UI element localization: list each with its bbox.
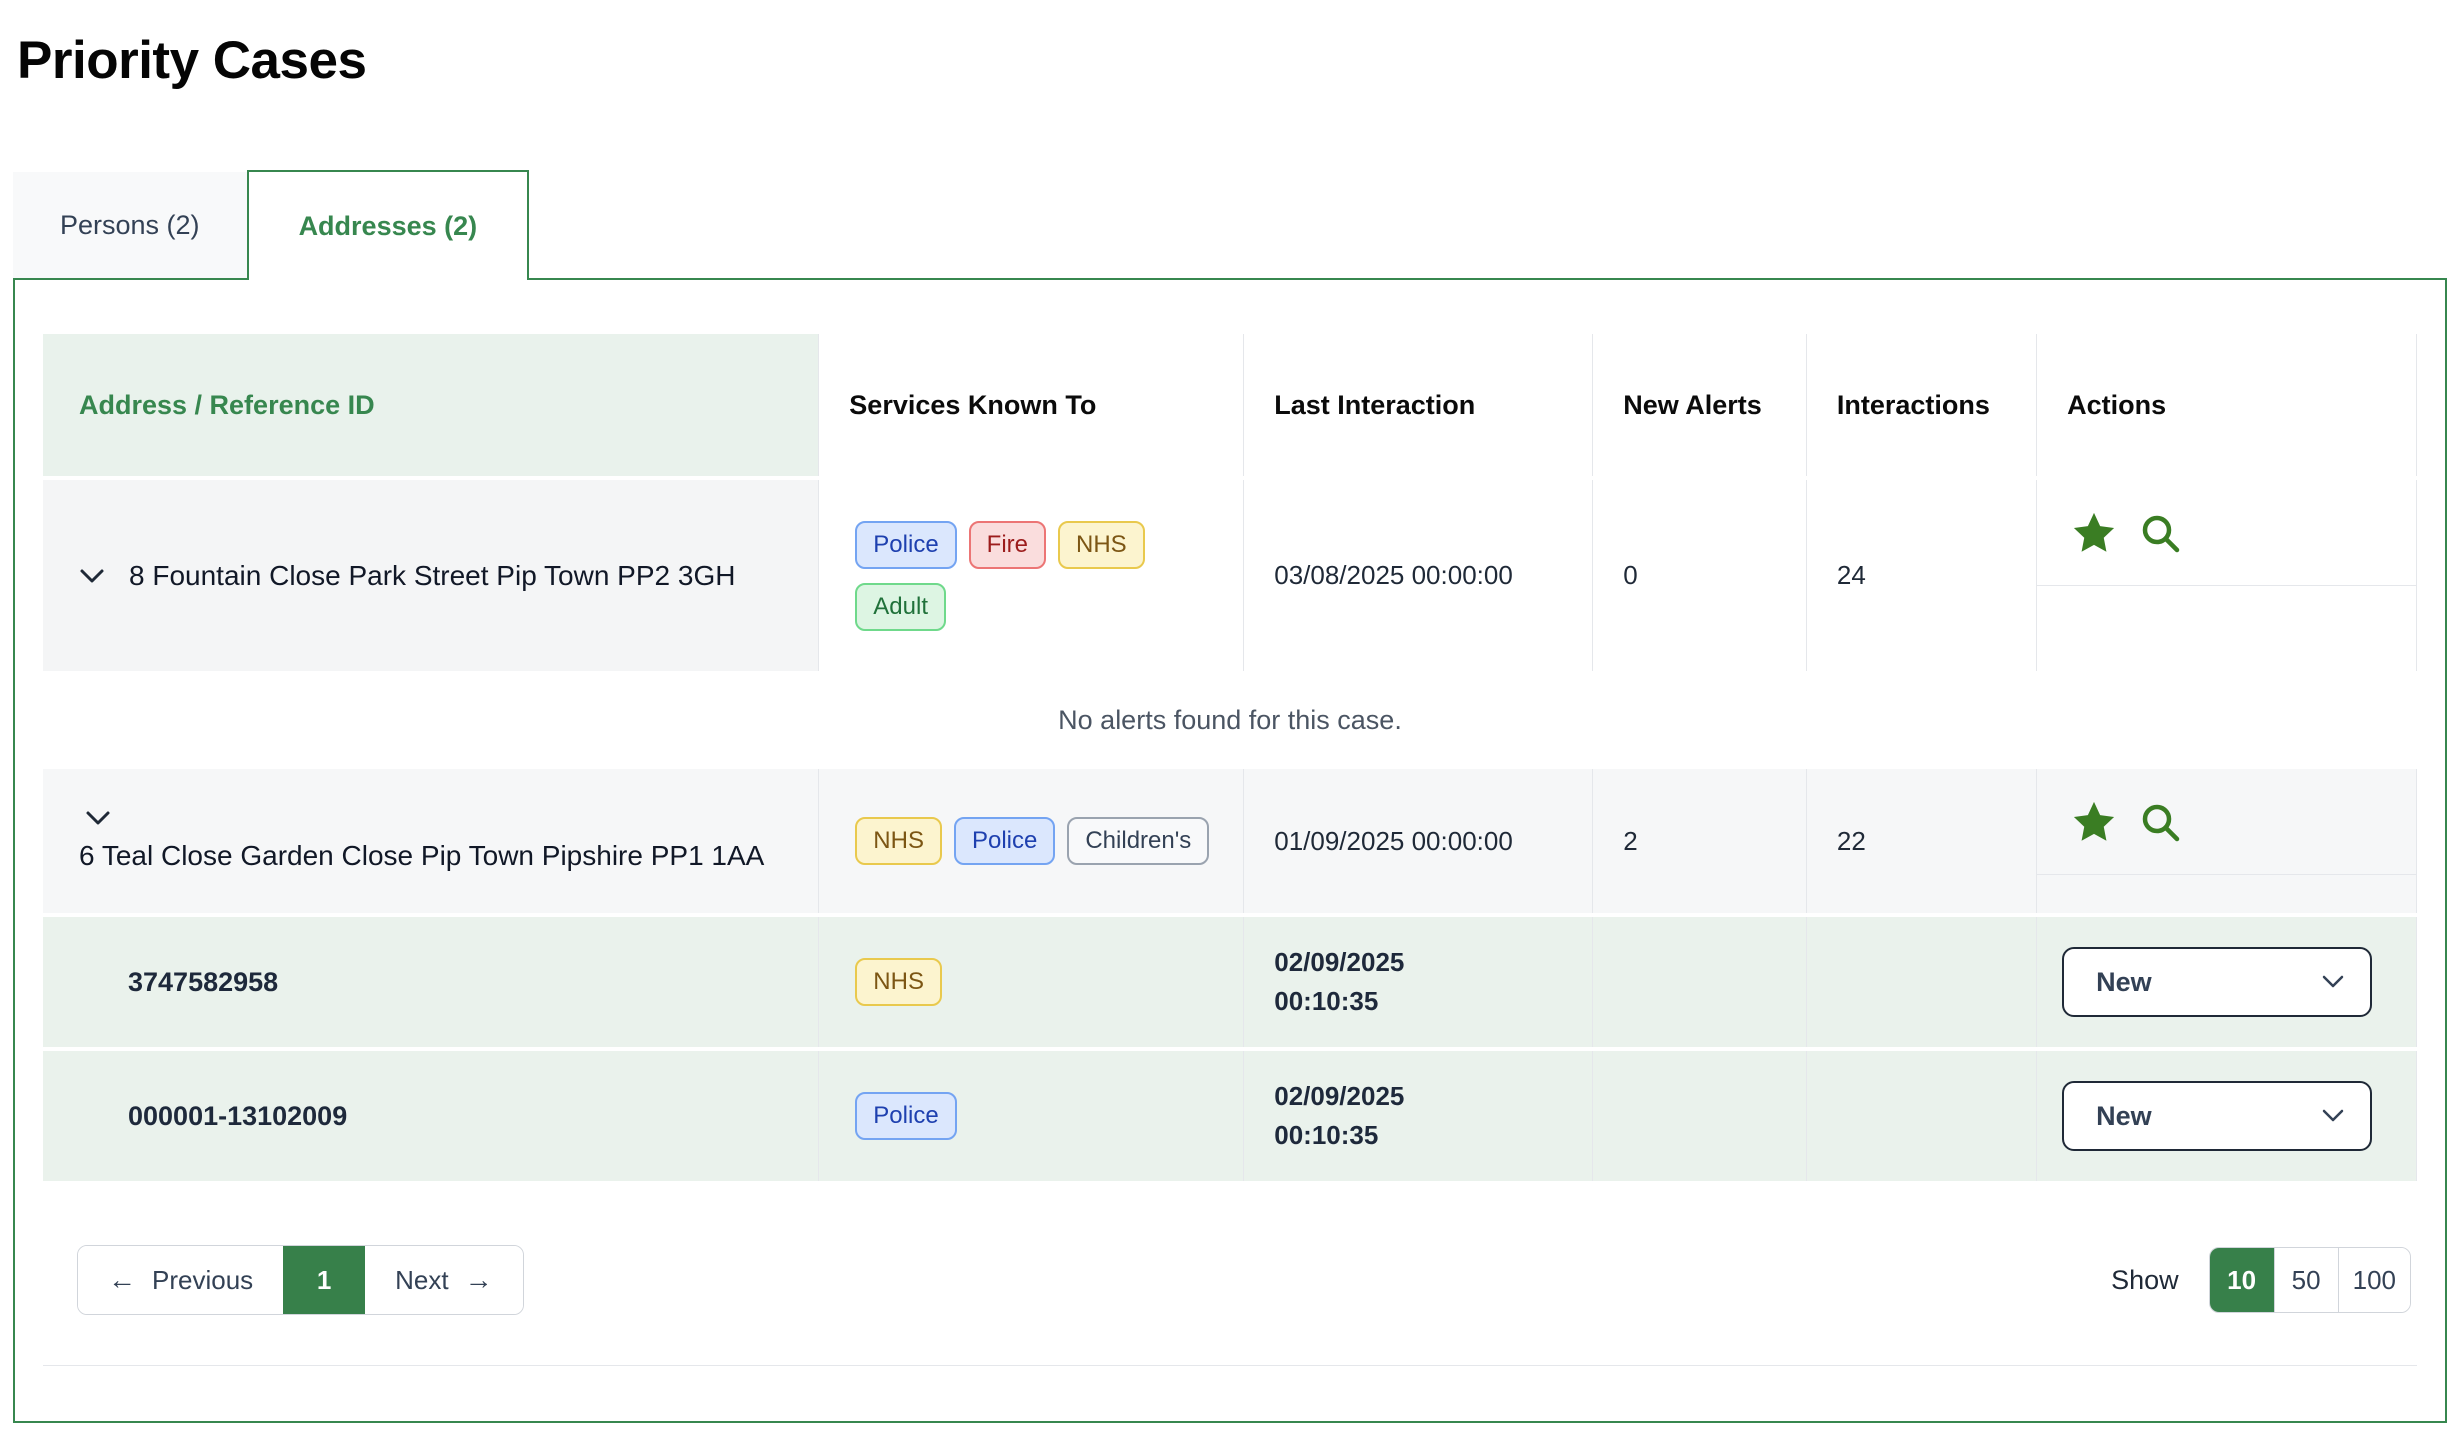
chevron-down-icon	[2322, 1109, 2344, 1123]
table-footer: ← Previous 1 Next → Show 10 50 100	[77, 1245, 2411, 1315]
reference-id-cell: 3747582958	[43, 917, 820, 1047]
service-badge-nhs: NHS	[855, 958, 942, 1006]
alert-row-1: 3747582958 NHS 02/09/2025 00:10:35	[43, 917, 2417, 1047]
column-header-interactions[interactable]: Interactions	[1806, 334, 2038, 476]
alert-status-value: New	[2096, 966, 2152, 997]
last-interaction-cell: 03/08/2025 00:00:00	[1244, 480, 1594, 671]
address-text: 8 Fountain Close Park Street Pip Town PP…	[129, 559, 736, 591]
services-cell: NHS	[819, 917, 1245, 1047]
no-alerts-message: No alerts found for this case.	[43, 675, 2417, 765]
chevron-down-icon	[2322, 975, 2344, 989]
priority-cases-page: Priority Cases Persons (2) Addresses (2)…	[0, 28, 2460, 1423]
page-size-100-button[interactable]: 100	[2337, 1248, 2410, 1312]
actions-cell: New	[2037, 1051, 2417, 1181]
new-alerts-cell: 2	[1593, 769, 1807, 913]
next-page-button[interactable]: Next →	[365, 1246, 523, 1314]
previous-page-button[interactable]: ← Previous	[78, 1246, 284, 1314]
service-badge-adult: Adult	[855, 582, 946, 631]
services-cell: NHS Police Children's	[819, 769, 1245, 913]
alert-date-text: 02/09/2025 00:10:35	[1274, 1081, 1405, 1150]
alert-date-cell: 02/09/2025 00:10:35	[1244, 1051, 1594, 1181]
alert-date-text: 02/09/2025 00:10:35	[1274, 947, 1405, 1016]
tab-addresses-label: Addresses (2)	[298, 210, 478, 241]
search-icon	[2139, 801, 2181, 843]
address-cell: 8 Fountain Close Park Street Pip Town PP…	[43, 480, 820, 671]
view-case-button[interactable]	[2139, 512, 2181, 554]
service-badge-childrens: Children's	[1067, 817, 1210, 865]
service-badge-police: Police	[855, 1092, 957, 1140]
arrow-left-icon: ←	[108, 1264, 136, 1295]
column-header-address-reference-id[interactable]: Address / Reference ID	[43, 334, 820, 476]
column-header-services-known-to[interactable]: Services Known To	[819, 334, 1245, 476]
favourite-button[interactable]	[2071, 511, 2117, 555]
actions-cell	[2037, 480, 2417, 671]
table-header-row: Address / Reference ID Services Known To…	[43, 334, 2417, 476]
no-alerts-row: No alerts found for this case.	[43, 675, 2417, 765]
priority-cases-table: Address / Reference ID Services Known To…	[43, 330, 2417, 1185]
empty-cell	[1593, 1051, 1807, 1181]
interactions-cell: 22	[1806, 769, 2038, 913]
tab-persons[interactable]: Persons (2)	[13, 172, 247, 278]
tab-persons-label: Persons (2)	[60, 209, 200, 240]
alert-row-2: 000001-13102009 Police 02/09/2025 00:10:…	[43, 1051, 2417, 1181]
tab-bar: Persons (2) Addresses (2)	[13, 170, 2447, 280]
column-header-last-interaction[interactable]: Last Interaction	[1244, 334, 1594, 476]
star-icon	[2071, 511, 2117, 555]
star-icon	[2071, 800, 2117, 844]
services-cell: Police	[819, 1051, 1245, 1181]
column-header-new-alerts[interactable]: New Alerts	[1593, 334, 1807, 476]
view-case-button[interactable]	[2139, 801, 2181, 843]
expand-toggle-button[interactable]	[79, 568, 105, 584]
pagination: ← Previous 1 Next →	[77, 1245, 524, 1315]
service-badge-fire: Fire	[968, 520, 1047, 569]
page-title: Priority Cases	[17, 31, 367, 90]
cases-table-card: Address / Reference ID Services Known To…	[43, 330, 2417, 1366]
page-size-50-button[interactable]: 50	[2273, 1248, 2338, 1312]
address-row-1: 8 Fountain Close Park Street Pip Town PP…	[43, 480, 2417, 671]
empty-cell	[1593, 917, 1807, 1047]
services-cell: Police Fire NHS Adult	[819, 480, 1245, 671]
previous-label: Previous	[152, 1264, 254, 1295]
favourite-button[interactable]	[2071, 800, 2117, 844]
search-icon	[2139, 512, 2181, 554]
empty-cell	[1806, 1051, 2038, 1181]
actions-cell	[2037, 769, 2417, 913]
interactions-cell: 24	[1806, 480, 2038, 671]
service-badge-police: Police	[855, 520, 957, 569]
address-cell: 6 Teal Close Garden Close Pip Town Pipsh…	[43, 769, 820, 913]
tab-addresses[interactable]: Addresses (2)	[246, 170, 530, 280]
service-badge-nhs: NHS	[855, 817, 942, 865]
chevron-down-icon	[79, 568, 105, 584]
address-row-2: 6 Teal Close Garden Close Pip Town Pipsh…	[43, 769, 2417, 913]
service-badge-police: Police	[953, 817, 1056, 865]
empty-cell	[1806, 917, 2038, 1047]
page-size-control: Show 10 50 100	[2111, 1247, 2411, 1313]
show-label: Show	[2111, 1264, 2179, 1295]
last-interaction-cell: 01/09/2025 00:00:00	[1244, 769, 1594, 913]
chevron-down-icon	[85, 810, 111, 826]
alert-status-select[interactable]: New	[2062, 1081, 2373, 1151]
alert-status-select[interactable]: New	[2062, 947, 2373, 1017]
page-size-10-button[interactable]: 10	[2209, 1248, 2274, 1312]
alert-date-cell: 02/09/2025 00:10:35	[1244, 917, 1594, 1047]
alert-status-value: New	[2096, 1100, 2152, 1131]
current-page-button[interactable]: 1	[283, 1246, 366, 1314]
arrow-right-icon: →	[464, 1264, 493, 1295]
address-text: 6 Teal Close Garden Close Pip Town Pipsh…	[79, 840, 765, 871]
new-alerts-cell: 0	[1593, 480, 1807, 671]
expand-toggle-button[interactable]	[85, 810, 111, 826]
next-label: Next	[395, 1264, 449, 1295]
actions-cell: New	[2037, 917, 2417, 1047]
column-header-actions: Actions	[2037, 334, 2417, 476]
addresses-panel: Address / Reference ID Services Known To…	[13, 278, 2447, 1423]
service-badge-nhs: NHS	[1058, 520, 1145, 569]
page-size-options: 10 50 100	[2208, 1247, 2411, 1313]
reference-id-cell: 000001-13102009	[43, 1051, 820, 1181]
